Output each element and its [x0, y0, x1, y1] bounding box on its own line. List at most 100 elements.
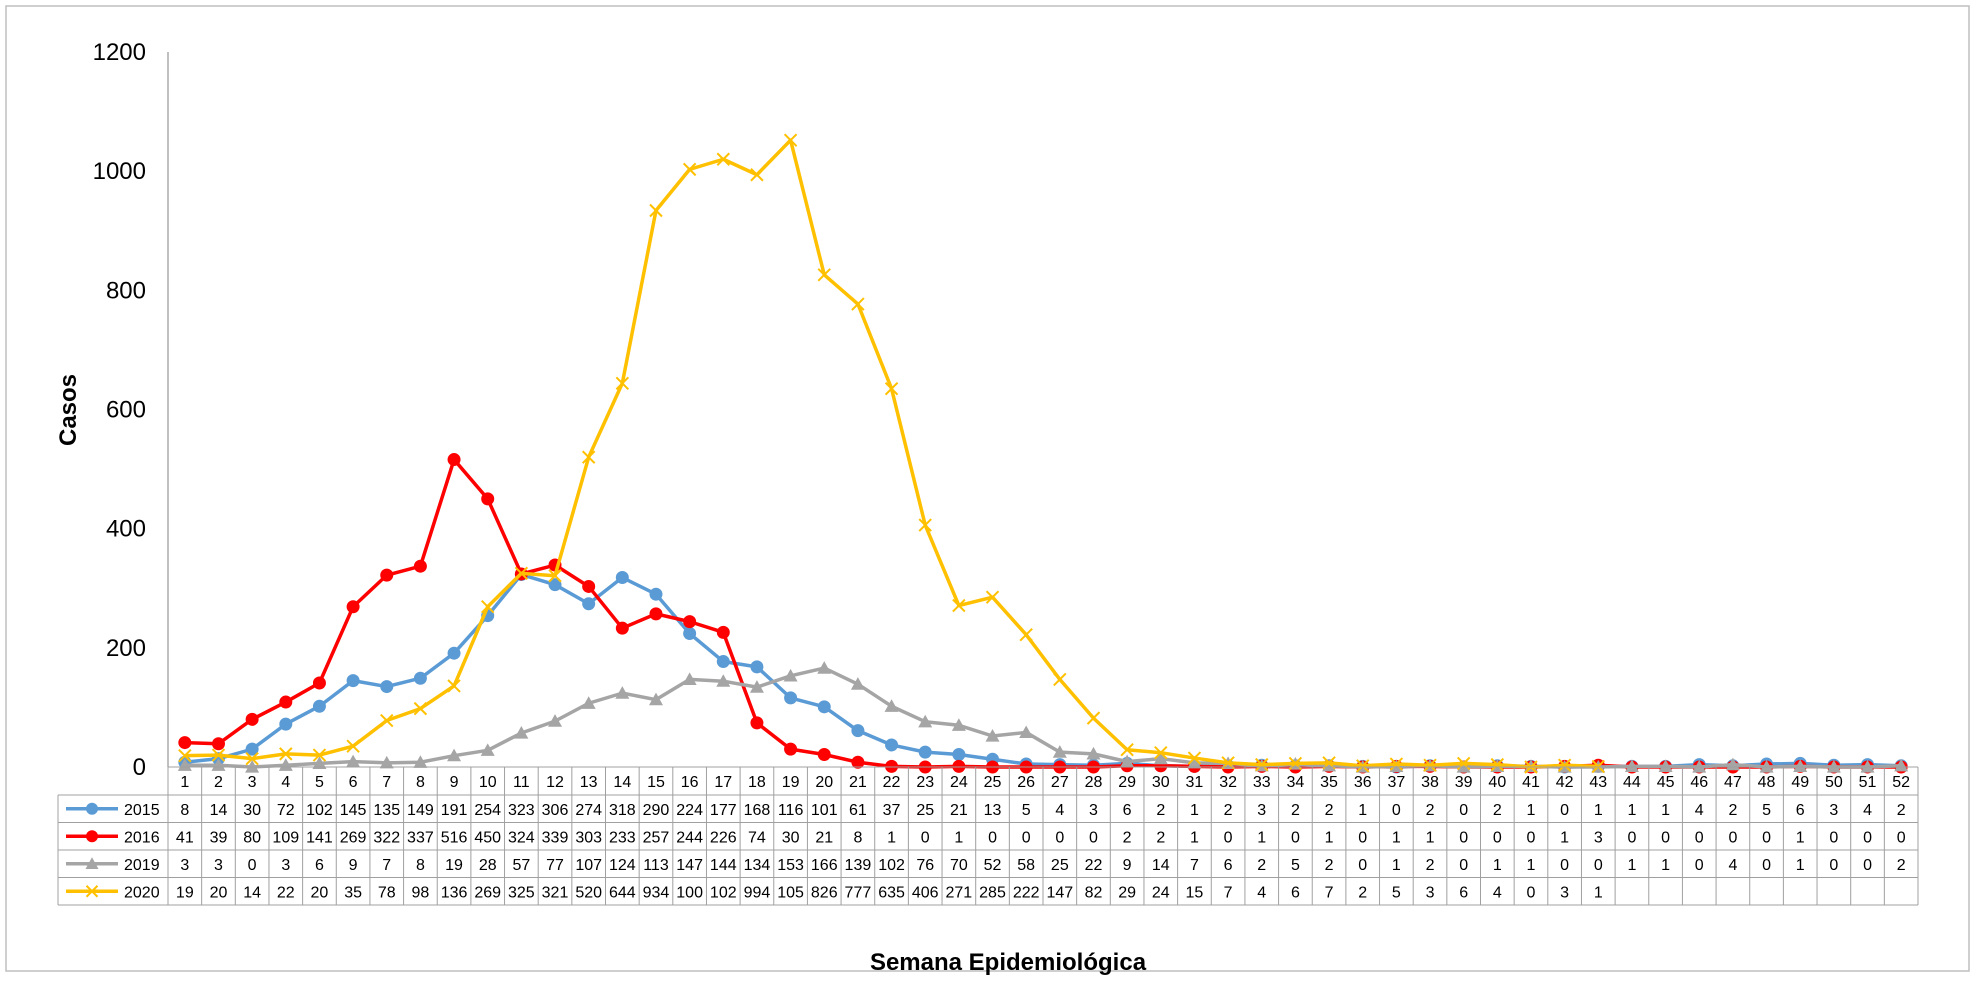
data-point — [817, 661, 832, 674]
data-point — [1759, 760, 1774, 773]
data-point — [178, 748, 192, 763]
data-point — [1120, 754, 1135, 768]
data-point — [1826, 760, 1841, 773]
data-label: 0 — [1358, 857, 1367, 874]
data-label: 0 — [1527, 829, 1536, 846]
data-point — [1658, 759, 1673, 773]
data-label: 58 — [1017, 857, 1035, 874]
data-point — [1322, 758, 1337, 772]
data-label: 116 — [778, 802, 804, 819]
data-label: 98 — [412, 884, 430, 901]
data-label: 72 — [277, 802, 295, 819]
data-point — [615, 686, 630, 699]
data-point — [413, 755, 428, 768]
data-label: 269 — [340, 829, 367, 846]
chart-border — [5, 5, 1970, 972]
data-label: 107 — [575, 857, 602, 874]
data-point — [548, 714, 563, 727]
data-point — [817, 747, 831, 761]
data-label: 2 — [1426, 802, 1435, 819]
data-label: 3 — [180, 857, 189, 874]
x-tick-label: 34 — [1287, 774, 1305, 791]
data-label: 35 — [344, 884, 362, 901]
data-point — [245, 751, 259, 766]
x-tick-label: 5 — [315, 774, 324, 791]
data-point — [1860, 760, 1875, 773]
data-point — [750, 660, 764, 674]
data-point — [850, 677, 865, 690]
data-label: 0 — [1762, 857, 1771, 874]
y-tick-label: 800 — [106, 277, 146, 304]
data-label: 0 — [1594, 857, 1603, 874]
x-tick-label: 8 — [416, 774, 425, 791]
data-label: 321 — [542, 884, 569, 901]
data-label: 70 — [950, 857, 968, 874]
x-tick-label: 17 — [714, 774, 732, 791]
data-label: 1 — [1392, 829, 1401, 846]
x-tick-label: 19 — [782, 774, 800, 791]
data-label: 4 — [1863, 802, 1872, 819]
data-label: 635 — [878, 884, 905, 901]
data-point — [1154, 745, 1168, 760]
data-label: 135 — [373, 802, 400, 819]
data-label: 5 — [1762, 802, 1771, 819]
x-tick-label: 31 — [1186, 774, 1204, 791]
data-label: 0 — [1695, 829, 1704, 846]
data-label: 2 — [1291, 802, 1300, 819]
data-label: 3 — [1426, 884, 1435, 901]
data-label: 8 — [416, 857, 425, 874]
data-label: 149 — [407, 802, 434, 819]
series-layer — [177, 133, 1909, 774]
data-label: 406 — [912, 884, 939, 901]
data-point — [1490, 757, 1505, 772]
y-tick-label: 200 — [106, 635, 146, 662]
data-label: 226 — [710, 829, 737, 846]
data-label: 21 — [815, 829, 833, 846]
data-point — [245, 742, 259, 756]
x-tick-label: 48 — [1758, 774, 1776, 791]
data-point — [1120, 743, 1134, 757]
data-label: 3 — [214, 857, 223, 874]
data-point — [784, 742, 798, 756]
data-label: 516 — [441, 829, 468, 846]
data-label: 0 — [1358, 829, 1367, 846]
data-point — [279, 717, 293, 731]
data-label: 2 — [1493, 802, 1502, 819]
data-label: 1 — [1627, 802, 1636, 819]
data-label: 7 — [382, 857, 391, 874]
data-label: 6 — [1224, 857, 1233, 874]
data-point — [749, 680, 764, 693]
y-axis-title: Casos — [55, 374, 82, 446]
data-point — [716, 625, 730, 639]
data-point — [1692, 760, 1707, 773]
data-label: 0 — [1089, 829, 1098, 846]
data-point — [581, 696, 596, 709]
x-tick-label: 44 — [1623, 774, 1641, 791]
data-point — [716, 674, 731, 687]
legend-key-marker — [86, 830, 98, 843]
data-point — [885, 738, 899, 752]
legend-key-marker — [85, 857, 99, 869]
x-tick-label: 20 — [815, 774, 833, 791]
data-label: 8 — [180, 802, 189, 819]
data-label: 22 — [277, 884, 295, 901]
data-label: 1 — [1796, 829, 1805, 846]
data-label: 19 — [176, 884, 194, 901]
data-label: 0 — [1695, 857, 1704, 874]
x-axis-title: Semana Epidemiológica — [870, 949, 1147, 976]
data-label: 21 — [950, 802, 968, 819]
data-label: 14 — [243, 884, 261, 901]
data-label: 5 — [1022, 802, 1031, 819]
legend-entry: 2020 — [124, 884, 160, 901]
data-label: 41 — [176, 829, 194, 846]
data-point — [211, 737, 225, 751]
data-point — [548, 578, 562, 592]
data-label: 2 — [1156, 802, 1165, 819]
data-point — [380, 713, 394, 728]
data-point — [312, 676, 326, 690]
x-tick-label: 9 — [450, 774, 459, 791]
data-label: 1 — [1257, 829, 1266, 846]
x-tick-label: 10 — [479, 774, 497, 791]
data-point — [1456, 760, 1471, 773]
x-tick-label: 15 — [647, 774, 665, 791]
